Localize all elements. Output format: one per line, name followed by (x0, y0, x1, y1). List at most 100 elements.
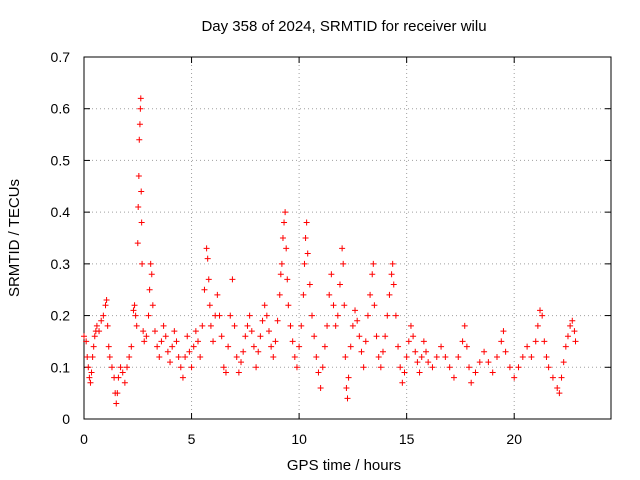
data-point (259, 317, 266, 324)
y-tick-label: 0.3 (51, 256, 71, 272)
data-point (572, 338, 579, 345)
data-point (532, 338, 539, 345)
data-point (418, 353, 425, 360)
data-point (407, 322, 414, 329)
data-point (342, 353, 349, 360)
data-point (257, 333, 264, 340)
data-point (397, 364, 404, 371)
data-point (192, 328, 199, 335)
data-point (104, 322, 111, 329)
data-point (250, 343, 257, 350)
data-point (343, 384, 350, 391)
x-tick-label: 0 (80, 431, 88, 447)
data-point (549, 374, 556, 381)
data-point (272, 338, 279, 345)
data-point (164, 348, 171, 355)
data-point (287, 322, 294, 329)
data-point (330, 302, 337, 309)
data-point (354, 317, 361, 324)
data-point (188, 364, 195, 371)
data-point (90, 343, 97, 350)
data-point (339, 245, 346, 252)
data-point (300, 291, 307, 298)
data-point (160, 322, 167, 329)
data-point (347, 343, 354, 350)
data-point (367, 291, 374, 298)
data-point (425, 359, 432, 366)
data-point (296, 343, 303, 350)
data-point (207, 322, 214, 329)
data-point (86, 374, 93, 381)
data-point (450, 374, 457, 381)
x-tick-label: 20 (506, 431, 522, 447)
data-point (169, 343, 176, 350)
y-tick-label: 0.1 (51, 359, 71, 375)
data-point (493, 353, 500, 360)
data-point (562, 343, 569, 350)
data-point (177, 364, 184, 371)
data-point (309, 312, 316, 319)
data-point (466, 364, 473, 371)
data-point (133, 322, 140, 329)
data-point (190, 343, 197, 350)
data-point (362, 338, 369, 345)
data-point (455, 353, 462, 360)
y-tick-label: 0.2 (51, 308, 71, 324)
data-point (220, 364, 227, 371)
data-point (279, 235, 286, 241)
data-point (539, 312, 546, 319)
data-point (147, 260, 154, 267)
data-point (218, 333, 225, 340)
data-point (136, 136, 143, 143)
data-point (173, 338, 180, 345)
chart-title: Day 358 of 2024, SRMTID for receiver wil… (201, 18, 486, 35)
data-point (373, 333, 380, 340)
data-point (281, 219, 288, 226)
data-point (423, 348, 430, 355)
data-point (341, 302, 348, 309)
data-point (246, 312, 253, 319)
data-point (138, 219, 145, 226)
data-point (222, 369, 229, 376)
data-point (216, 312, 223, 319)
data-point (356, 333, 363, 340)
data-point (502, 348, 509, 355)
data-point (143, 333, 150, 340)
data-point (313, 353, 320, 360)
data-point (141, 338, 148, 345)
data-point (204, 255, 211, 262)
data-point (571, 328, 578, 335)
data-point (349, 322, 356, 329)
data-point (138, 188, 145, 195)
data-point (500, 328, 507, 335)
data-point (506, 364, 513, 371)
y-axis: 0 0.1 0.2 0.3 0.4 0.5 0.6 0.7 (51, 49, 611, 427)
data-point (128, 343, 135, 350)
data-point (336, 281, 343, 288)
data-point (121, 379, 128, 386)
data-point (515, 364, 522, 371)
data-point (558, 374, 565, 381)
data-point (108, 364, 115, 371)
data-point (156, 353, 163, 360)
data-point (395, 343, 402, 350)
data-point (210, 338, 217, 345)
data-point (113, 400, 120, 407)
data-point (340, 260, 347, 267)
data-point (429, 364, 436, 371)
data-point (311, 333, 318, 340)
data-point (136, 121, 143, 128)
data-point (85, 364, 92, 371)
data-point (265, 328, 272, 335)
data-point (277, 271, 284, 278)
y-axis-label: SRMTID / TECUs (6, 179, 23, 297)
data-point (399, 379, 406, 386)
data-point (242, 333, 249, 340)
data-point (302, 235, 309, 241)
data-point (528, 353, 535, 360)
data-point (100, 312, 107, 319)
data-point (554, 384, 561, 391)
data-point (534, 322, 541, 329)
data-point (352, 307, 359, 314)
data-point (158, 338, 165, 345)
